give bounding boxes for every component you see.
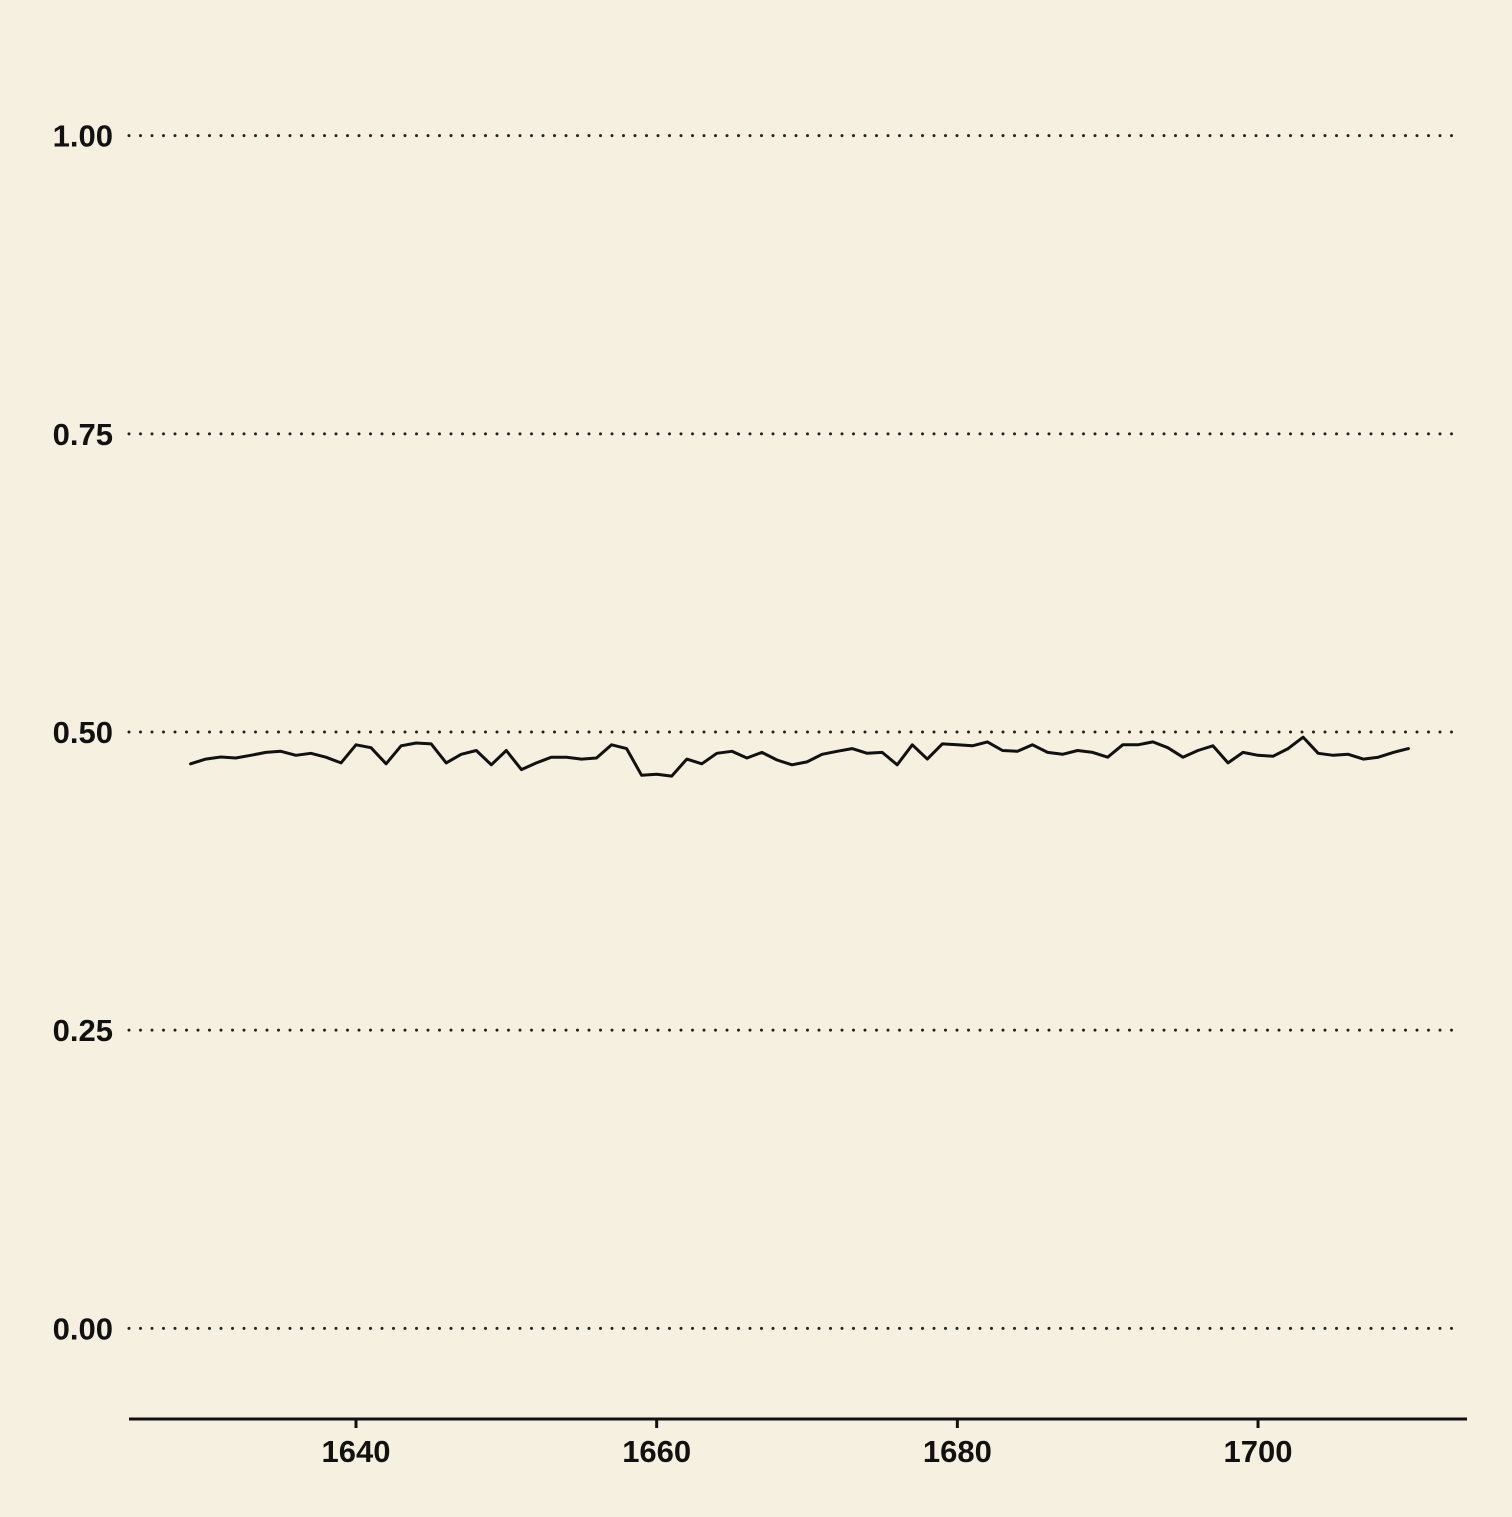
y-tick-label: 0.25 bbox=[53, 1013, 113, 1048]
x-tick-label: 1660 bbox=[622, 1434, 691, 1469]
y-axis-tick-labels: 0.00 0.25 0.50 0.75 1.00 bbox=[53, 119, 113, 1347]
x-tick-label: 1640 bbox=[322, 1434, 391, 1469]
y-tick-label: 1.00 bbox=[53, 119, 113, 154]
series-lines bbox=[189, 735, 1410, 778]
gridlines bbox=[127, 134, 1464, 1330]
y-tick-label: 0.75 bbox=[53, 417, 113, 452]
x-tick-label: 1700 bbox=[1224, 1434, 1293, 1469]
x-axis-ticks: 1640 1660 1680 1700 bbox=[322, 1419, 1293, 1469]
y-tick-label: 0.00 bbox=[53, 1311, 113, 1346]
y-tick-label: 0.50 bbox=[53, 715, 113, 750]
series-line-0 bbox=[189, 735, 1410, 778]
x-tick-label: 1680 bbox=[923, 1434, 992, 1469]
